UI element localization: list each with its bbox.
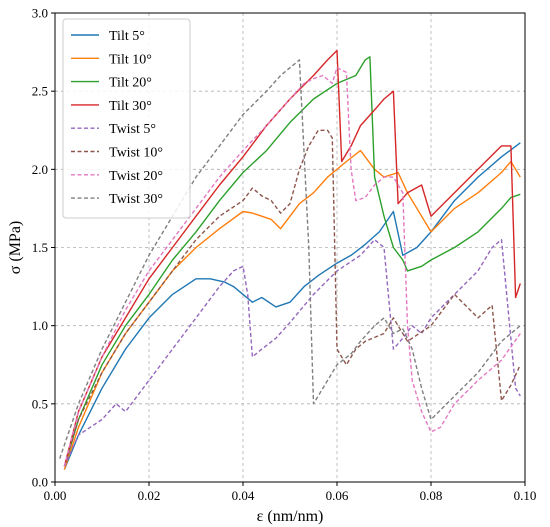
x-tick-label: 0.00 bbox=[44, 488, 67, 503]
series-line-3 bbox=[63, 56, 521, 467]
x-tick-label: 0.06 bbox=[326, 488, 349, 503]
y-tick-label: 2.0 bbox=[32, 162, 48, 177]
series-line-7 bbox=[63, 66, 521, 467]
series-line-4 bbox=[63, 49, 521, 467]
y-tick-label: 2.5 bbox=[32, 84, 48, 99]
x-tick-label: 0.08 bbox=[420, 488, 443, 503]
legend-label: Twist 10° bbox=[109, 146, 163, 161]
series-line-2 bbox=[63, 149, 521, 470]
x-tick-label: 0.02 bbox=[138, 488, 161, 503]
y-tick-label: 3.0 bbox=[32, 6, 48, 21]
series-line-5 bbox=[63, 238, 521, 467]
y-tick-label: 0.5 bbox=[32, 396, 48, 411]
legend: Tilt 5° Tilt 10° Tilt 20° Tilt 30° Twist 5° T… bbox=[62, 18, 191, 219]
y-tick-label: 1.5 bbox=[32, 240, 48, 255]
y-tick-label: 0.0 bbox=[32, 475, 48, 490]
series-line-1 bbox=[63, 142, 521, 470]
legend-label: Twist 30° bbox=[109, 192, 163, 207]
legend-label: Tilt 20° bbox=[109, 76, 152, 91]
legend-label: Tilt 10° bbox=[109, 52, 152, 67]
y-tick-label: 1.0 bbox=[32, 318, 48, 333]
x-tick-label: 0.10 bbox=[514, 488, 537, 503]
legend-box bbox=[62, 18, 191, 219]
x-tick-label: 0.04 bbox=[232, 488, 255, 503]
x-axis-label: ε (nm/nm) bbox=[257, 508, 324, 525]
y-axis-label: σ (MPa) bbox=[7, 221, 24, 275]
legend-label: Tilt 30° bbox=[109, 99, 152, 114]
legend-label: Twist 5° bbox=[109, 122, 156, 137]
tick-layer: 0.00 0.02 0.04 0.06 0.08 0.10 0.0 0.5 1.0 1.5 2.0 2… bbox=[32, 6, 537, 504]
legend-label: Tilt 5° bbox=[109, 29, 145, 44]
legend-label: Twist 20° bbox=[109, 169, 163, 184]
